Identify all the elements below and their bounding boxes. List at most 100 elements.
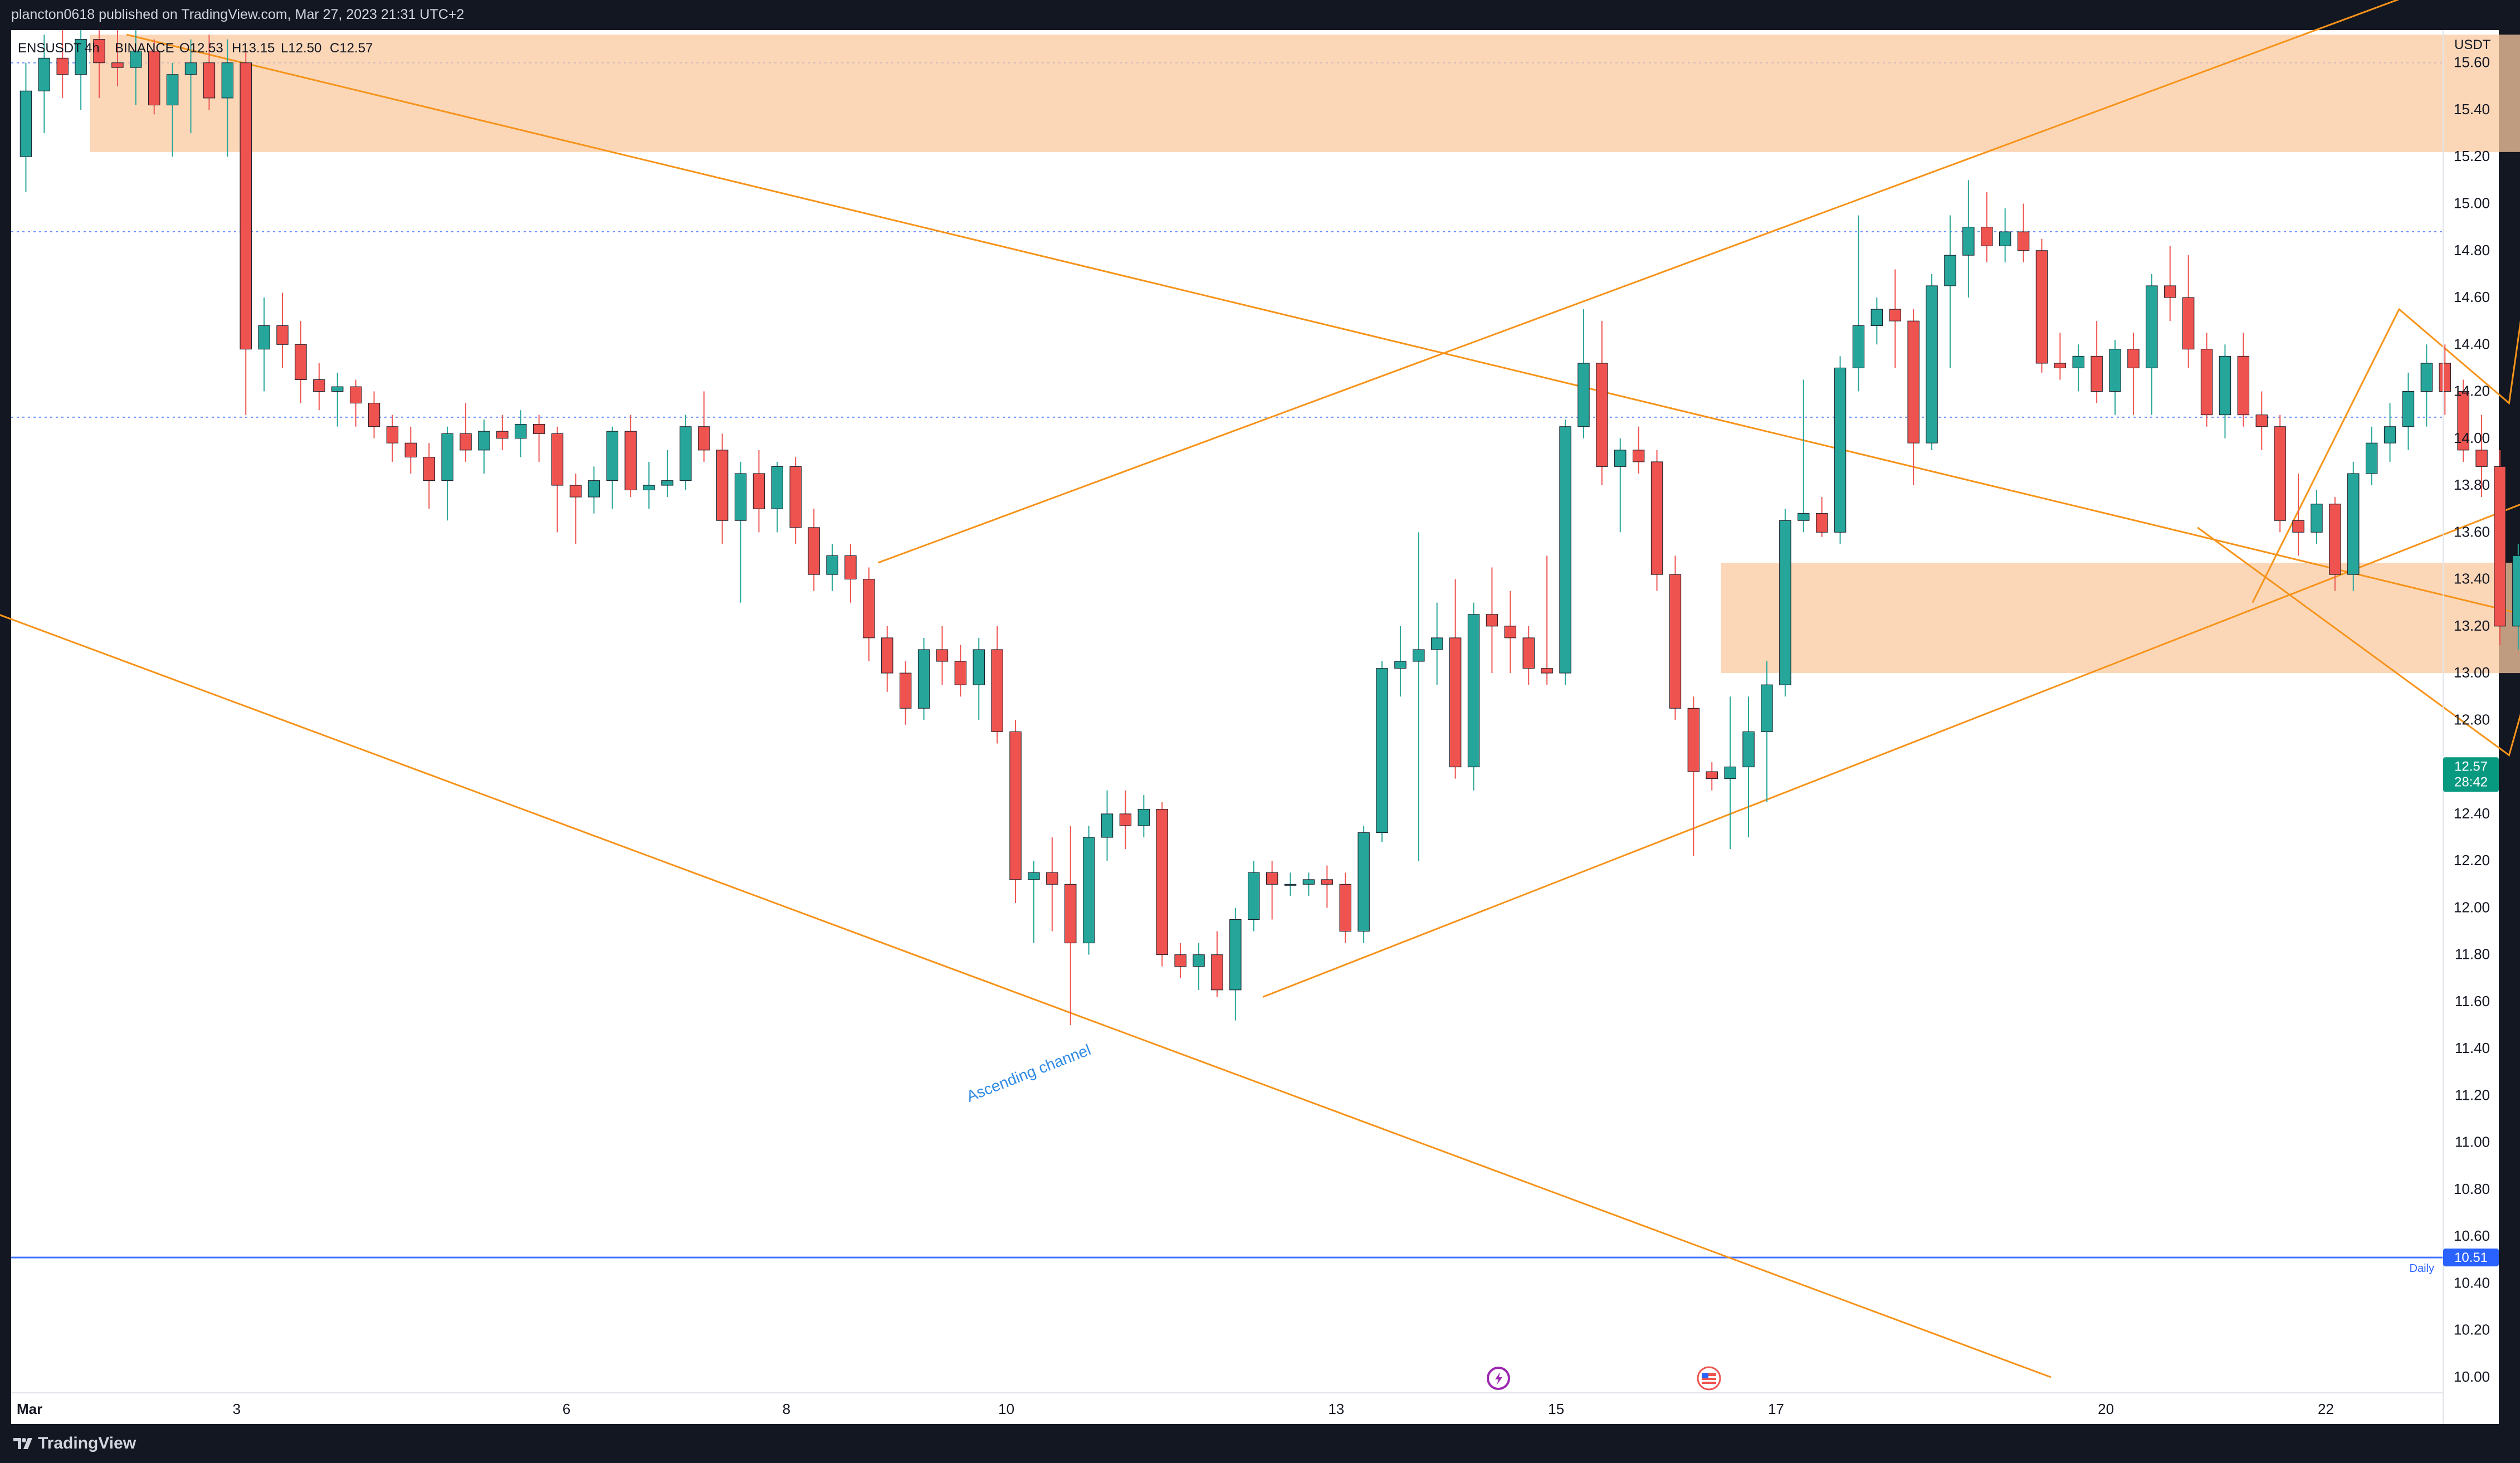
candle[interactable]: [624, 414, 637, 498]
candle[interactable]: [2237, 333, 2250, 427]
candle[interactable]: [184, 39, 197, 134]
candle[interactable]: [1357, 825, 1370, 943]
candles[interactable]: [19, 30, 2520, 1026]
candle[interactable]: [423, 443, 435, 509]
candle[interactable]: [203, 35, 216, 110]
candle[interactable]: [2255, 391, 2268, 450]
candle[interactable]: [808, 509, 820, 591]
candle[interactable]: [936, 626, 949, 685]
candle[interactable]: [1852, 215, 1865, 392]
us-flag-icon[interactable]: [1697, 1366, 1721, 1391]
candle[interactable]: [844, 544, 857, 603]
candle[interactable]: [56, 30, 69, 98]
candle[interactable]: [2035, 238, 2048, 373]
candle[interactable]: [917, 637, 930, 720]
candle[interactable]: [258, 298, 270, 392]
candle[interactable]: [1504, 591, 1517, 674]
candle[interactable]: [331, 372, 344, 427]
candle[interactable]: [1413, 532, 1425, 861]
candle[interactable]: [240, 51, 252, 415]
candle[interactable]: [734, 461, 747, 603]
candle[interactable]: [2311, 490, 2323, 544]
candle[interactable]: [826, 544, 838, 591]
event-markers[interactable]: [1487, 1366, 1721, 1391]
candle[interactable]: [2072, 344, 2084, 392]
candle[interactable]: [1302, 872, 1315, 896]
candle[interactable]: [1578, 309, 1590, 438]
candle[interactable]: [1156, 802, 1168, 967]
candle[interactable]: [1193, 943, 1205, 990]
candle[interactable]: [1614, 438, 1627, 533]
candle[interactable]: [2146, 274, 2158, 415]
candle[interactable]: [2365, 426, 2378, 486]
candle[interactable]: [789, 457, 802, 544]
candle[interactable]: [295, 321, 307, 403]
flash-event-icon[interactable]: [1487, 1367, 1510, 1390]
descending-trend-line-lower[interactable]: [0, 614, 2052, 1378]
candle[interactable]: [19, 62, 32, 192]
candle[interactable]: [2109, 339, 2121, 415]
candle[interactable]: [1028, 861, 1040, 943]
candle[interactable]: [1082, 825, 1095, 955]
candle[interactable]: [1284, 872, 1297, 896]
candle[interactable]: [148, 39, 160, 115]
candle[interactable]: [2439, 344, 2451, 415]
candle[interactable]: [1834, 356, 1847, 544]
ascending-channel-lower-line[interactable]: [1262, 379, 2520, 998]
candle[interactable]: [1761, 661, 1773, 802]
candle[interactable]: [1541, 555, 1553, 685]
candle[interactable]: [1798, 379, 1810, 533]
candle[interactable]: [1174, 943, 1186, 978]
candle[interactable]: [533, 414, 545, 462]
candle[interactable]: [1394, 626, 1406, 697]
candle[interactable]: [1321, 865, 1334, 908]
candle[interactable]: [2347, 461, 2360, 591]
candle[interactable]: [2182, 255, 2195, 368]
candle[interactable]: [2292, 473, 2304, 556]
candle[interactable]: [1889, 269, 1901, 368]
candle[interactable]: [478, 420, 490, 474]
resistance-zone[interactable]: [1721, 563, 2520, 674]
candle[interactable]: [93, 30, 105, 98]
candle[interactable]: [881, 626, 893, 692]
candle[interactable]: [643, 461, 655, 509]
candle[interactable]: [1449, 579, 1462, 779]
tradingview-brand[interactable]: TradingView: [13, 1434, 136, 1453]
candle[interactable]: [753, 450, 765, 533]
candle[interactable]: [899, 661, 912, 725]
candle[interactable]: [716, 433, 729, 544]
candle[interactable]: [1486, 567, 1498, 674]
candle[interactable]: [496, 414, 509, 450]
candle[interactable]: [1559, 420, 1571, 685]
candle[interactable]: [441, 426, 453, 521]
candle[interactable]: [1229, 908, 1242, 1021]
candle[interactable]: [1981, 192, 1993, 262]
candle[interactable]: [2164, 246, 2176, 321]
candle[interactable]: [569, 473, 582, 544]
candle[interactable]: [1706, 762, 1718, 791]
candle[interactable]: [460, 403, 472, 462]
candle[interactable]: [1376, 661, 1388, 842]
candle[interactable]: [276, 292, 289, 368]
candle[interactable]: [368, 391, 380, 438]
candle[interactable]: [349, 379, 362, 427]
candle[interactable]: [680, 414, 692, 490]
candle[interactable]: [1999, 208, 2011, 262]
candle[interactable]: [973, 637, 985, 720]
candle[interactable]: [313, 363, 325, 411]
candle[interactable]: [1522, 626, 1535, 685]
candle[interactable]: [515, 410, 527, 457]
candle[interactable]: [2402, 372, 2415, 450]
descending-trend-line-upper[interactable]: [126, 33, 2520, 673]
candle[interactable]: [1596, 321, 1608, 486]
time-axis[interactable]: Mar368101315172022242729Apr3571012: [11, 1392, 2520, 1417]
candle[interactable]: [2420, 344, 2433, 427]
candle[interactable]: [1046, 837, 1058, 932]
candle[interactable]: [1907, 309, 1920, 486]
candle[interactable]: [1339, 872, 1351, 943]
candle[interactable]: [1266, 861, 1278, 920]
candle[interactable]: [404, 426, 417, 474]
candle[interactable]: [1248, 861, 1260, 932]
candle[interactable]: [1926, 274, 1938, 450]
